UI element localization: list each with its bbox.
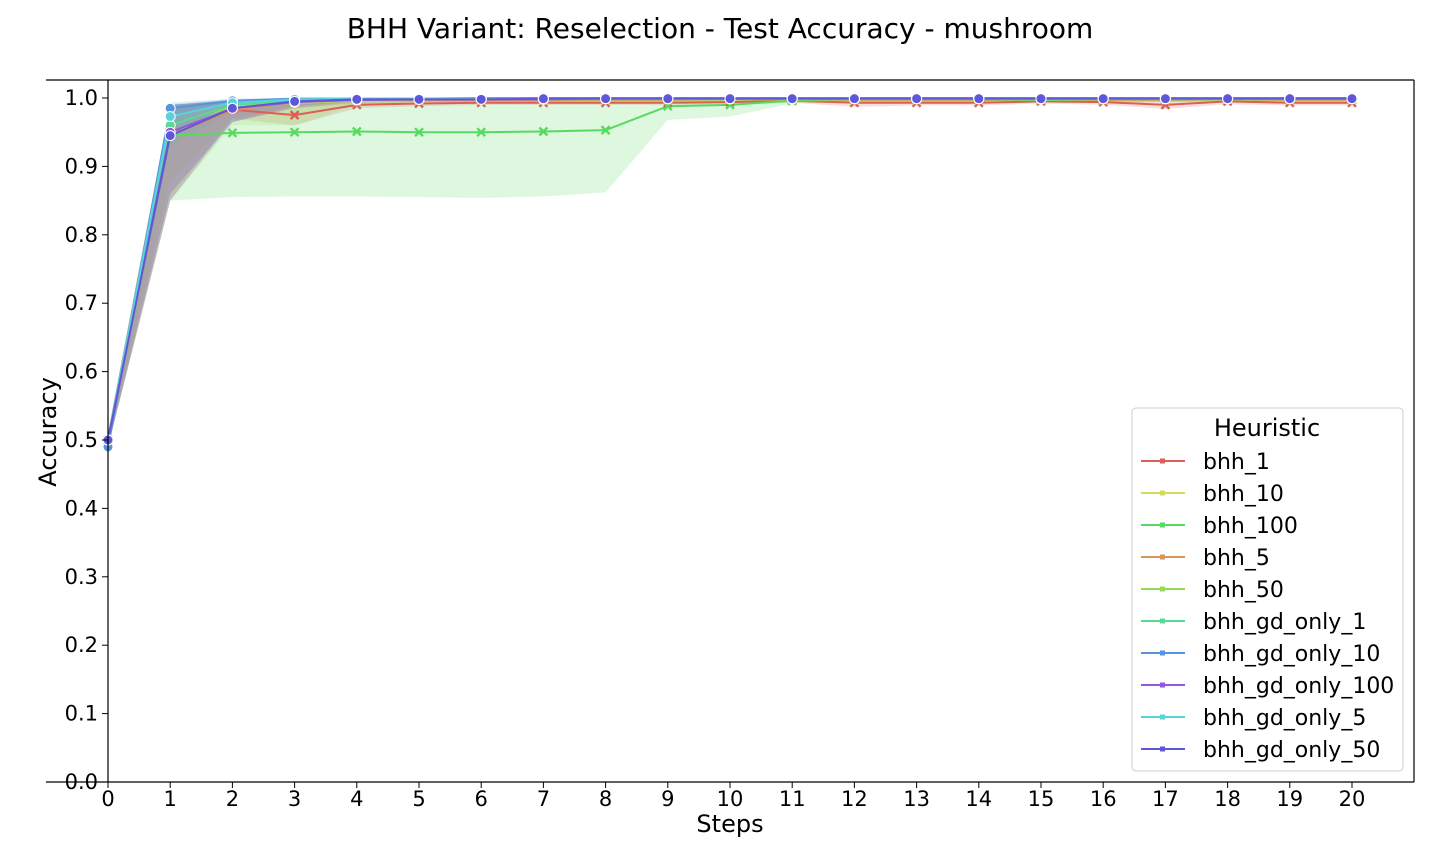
y-axis-label: Accuracy [34, 377, 62, 487]
data-point-bhh_100 [600, 125, 611, 135]
x-tick-label: 5 [412, 787, 425, 811]
data-point-bhh_gd_only_50 [413, 93, 425, 105]
data-point-bhh_gd_only_50 [911, 93, 923, 105]
data-point-bhh_gd_only_50 [848, 93, 860, 105]
data-point-bhh_1 [289, 110, 300, 120]
y-tick-label: 0.7 [65, 291, 98, 315]
legend-label-bhh_10: bhh_10 [1203, 482, 1284, 507]
data-point-bhh_100 [351, 126, 362, 137]
legend-marker-bhh_gd_only_1 [1160, 618, 1165, 624]
x-tick-label: 2 [226, 787, 239, 811]
data-point-bhh_gd_only_50 [1284, 93, 1296, 105]
x-tick-label: 3 [288, 787, 301, 811]
x-tick-label: 6 [475, 787, 488, 811]
x-tick-label: 17 [1152, 787, 1179, 811]
legend-marker-bhh_1 [1160, 458, 1165, 464]
legend-marker-bhh_gd_only_5 [1160, 714, 1165, 720]
y-tick-label: 0.8 [65, 223, 98, 247]
chart-title: BHH Variant: Reselection - Test Accuracy… [347, 12, 1094, 45]
legend-label-bhh_50: bhh_50 [1203, 578, 1284, 603]
data-point-bhh_gd_only_50 [475, 93, 487, 105]
x-ticks: 0 1 2 3 4 5 6 7 8 9 10 11 12 13 14 15 16 17 18 19 20 [101, 782, 1365, 811]
legend-label-bhh_gd_only_50: bhh_gd_only_50 [1203, 738, 1380, 763]
legend-marker-bhh_100 [1160, 522, 1165, 528]
x-tick-label: 0 [101, 787, 114, 811]
data-point-bhh_gd_only_50 [1346, 93, 1358, 105]
data-point-bhh_gd_only_50 [226, 102, 238, 114]
y-tick-label: 0.0 [65, 770, 98, 794]
legend-label-bhh_gd_only_1: bhh_gd_only_1 [1203, 610, 1366, 635]
confidence-bands [108, 98, 1352, 454]
x-tick-label: 4 [350, 787, 363, 811]
y-tick-label: 1.0 [65, 86, 98, 110]
y-tick-label: 0.9 [65, 154, 98, 178]
legend-frame [1131, 407, 1404, 772]
y-tick-label: 0.5 [65, 428, 98, 452]
data-point-bhh_100 [289, 127, 300, 138]
confidence-band-bhh_100 [108, 98, 1352, 447]
data-point-bhh_100 [227, 128, 238, 138]
data-point-bhh_gd_only_5 [164, 110, 176, 122]
legend-marker-bhh_5 [1160, 554, 1165, 560]
data-point-bhh_gd_only_50 [537, 93, 549, 105]
series-markers [102, 92, 1358, 453]
x-tick-label: 12 [841, 787, 868, 811]
data-point-bhh_gd_only_50 [1222, 93, 1234, 105]
x-axis-label: Steps [696, 810, 763, 838]
data-point-bhh_gd_only_50 [973, 93, 985, 105]
x-tick-label: 10 [717, 787, 744, 811]
legend-marker-bhh_gd_only_50 [1160, 746, 1165, 752]
legend-marker-bhh_50 [1160, 586, 1165, 592]
legend-label-bhh_5: bhh_5 [1203, 546, 1270, 571]
legend-label-bhh_gd_only_10: bhh_gd_only_10 [1203, 642, 1380, 667]
y-tick-label: 0.4 [65, 496, 98, 520]
legend-marker-bhh_gd_only_100 [1160, 682, 1165, 688]
y-tick-label: 0.1 [65, 702, 98, 726]
legend-label-bhh_1: bhh_1 [1203, 450, 1270, 475]
x-tick-label: 9 [661, 787, 674, 811]
data-point-bhh_gd_only_50 [786, 93, 798, 105]
legend-label-bhh_gd_only_100: bhh_gd_only_100 [1203, 674, 1394, 699]
legend-title: Heuristic [1214, 414, 1320, 442]
legend-label-bhh_gd_only_5: bhh_gd_only_5 [1203, 706, 1366, 731]
y-tick-label: 0.3 [65, 565, 98, 589]
x-tick-label: 11 [779, 787, 806, 811]
x-tick-label: 8 [599, 787, 612, 811]
legend-marker-bhh_gd_only_10 [1160, 650, 1165, 656]
x-tick-label: 20 [1339, 787, 1366, 811]
data-point-bhh_gd_only_50 [1035, 93, 1047, 105]
legend-label-bhh_100: bhh_100 [1203, 514, 1298, 539]
data-point-bhh_gd_only_50 [351, 93, 363, 105]
y-tick-label: 0.6 [65, 360, 98, 384]
data-point-bhh_gd_only_50 [289, 95, 301, 107]
x-tick-label: 18 [1214, 787, 1241, 811]
x-tick-label: 15 [1028, 787, 1055, 811]
x-tick-label: 14 [965, 787, 992, 811]
y-ticks: 0.0 0.1 0.2 0.3 0.4 0.5 0.6 0.7 0.8 0.9 1.0 [65, 86, 108, 794]
x-tick-label: 13 [903, 787, 930, 811]
y-tick-label: 0.2 [65, 633, 98, 657]
data-point-bhh_gd_only_50 [164, 130, 176, 142]
data-point-bhh_100 [476, 127, 487, 138]
data-point-bhh_gd_only_50 [662, 93, 674, 105]
data-point-bhh_gd_only_50 [1097, 93, 1109, 105]
legend-items: bhh_1 bhh_10 bhh_100 bhh_5 bhh_50 bhh_gd_only… [1141, 450, 1394, 763]
data-point-bhh_gd_only_50 [724, 93, 736, 105]
data-point-bhh_100 [538, 126, 549, 137]
x-tick-label: 1 [164, 787, 177, 811]
x-tick-label: 19 [1276, 787, 1303, 811]
x-tick-label: 7 [537, 787, 550, 811]
data-point-bhh_100 [414, 127, 424, 138]
x-tick-label: 16 [1090, 787, 1117, 811]
legend-marker-bhh_10 [1160, 490, 1165, 496]
data-point-bhh_gd_only_50 [600, 93, 612, 105]
data-point-bhh_gd_only_50 [1159, 93, 1171, 105]
legend: Heuristic bhh_1bhh_10bhh_100bhh_5bhh_50b… [1131, 407, 1404, 772]
